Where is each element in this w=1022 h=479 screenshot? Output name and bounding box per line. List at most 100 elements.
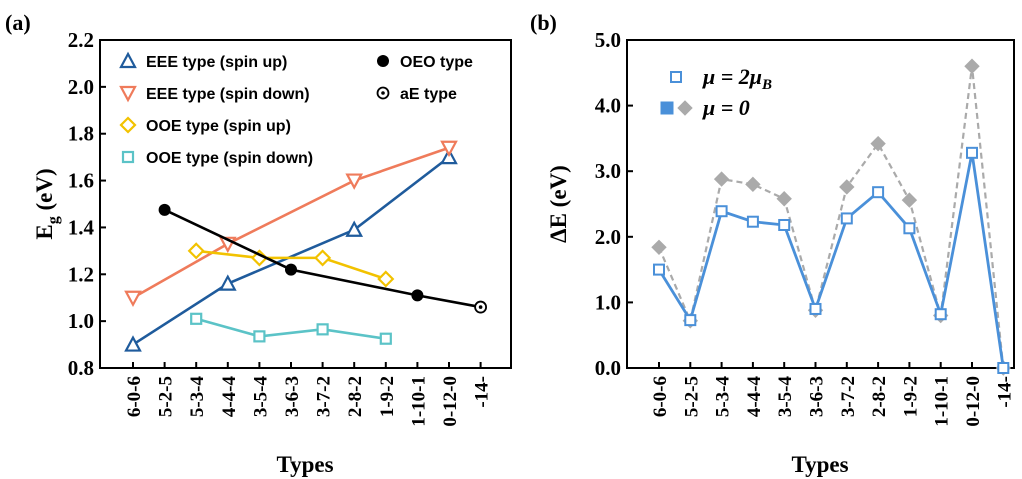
panel-a-y-tick-label: 2.0 — [68, 75, 94, 99]
panel-a-y-tick-label: 2.2 — [68, 28, 94, 52]
panel-b-x-tick-label: 3-5-4 — [775, 376, 796, 418]
legend-label: EEE type (spin up) — [146, 54, 287, 71]
panel-b-y-ticks: 0.0 1.0 2.0 3.0 4.0 5.0 — [595, 28, 633, 380]
panel-a-y-axis-title: Eg (eV) — [32, 168, 62, 239]
panel-b-plot-frame — [626, 39, 1015, 369]
panel-a-series-1 — [124, 140, 458, 308]
panel-b-data-point — [776, 191, 792, 207]
panel-a-y-tick-label: 1.4 — [68, 215, 95, 239]
panel-b-data-point — [778, 218, 791, 231]
legend-label: aE type — [400, 86, 457, 103]
panel-a-data-point — [124, 290, 142, 308]
panel-a-series-2 — [187, 242, 395, 288]
panel-a-series-line — [196, 249, 387, 281]
panel-b-x-ticks: 6-0-6 5-2-5 5-3-4 4-4-4 3-5-4 3-6-3 3-7-2 2-8-2… — [650, 362, 1015, 427]
legend-label: OEO type — [400, 54, 473, 71]
panel-a-x-tick-label: 5-2-5 — [156, 376, 177, 417]
panel-a-series-5 — [474, 300, 488, 314]
panel-a-label: (a) — [5, 10, 31, 35]
legend-marker — [119, 51, 137, 69]
panel-b-data-point — [840, 212, 853, 225]
panel-a-series-0 — [124, 147, 458, 352]
panel-a-data-point — [218, 274, 237, 291]
panel-a-data-point — [253, 330, 266, 343]
legend-label: μ = 2μB — [702, 64, 772, 93]
panel-a-y-tick-label: 1.0 — [68, 309, 94, 333]
panel-a-x-tick-label: 1-9-2 — [377, 376, 398, 417]
panel-a-y-axis-title-sub: g — [45, 216, 62, 224]
legend-marker — [119, 116, 137, 134]
panel-b-y-tick-label: 2.0 — [595, 225, 621, 249]
panel-a-y-tick-label: 1.6 — [68, 169, 94, 193]
panel-b-x-tick-label: -14- — [994, 376, 1015, 408]
panel-b-data-point — [684, 314, 697, 327]
panel-a-x-tick-label: 2-8-2 — [345, 376, 366, 417]
legend-marker — [670, 71, 682, 83]
panel-b-data-point — [901, 192, 918, 208]
panel-a-x-tick-label: 3-6-3 — [282, 376, 303, 417]
panel-b-series-0 — [653, 146, 1010, 374]
panel-b-data-point — [934, 308, 947, 321]
legend-label: OOE type (spin down) — [146, 150, 313, 167]
panel-a-series — [124, 140, 488, 352]
panel-a-x-axis-title: Types — [276, 452, 333, 477]
panel-a-y-tick-label: 1.8 — [68, 122, 94, 146]
panel-b-data-point — [745, 176, 761, 193]
panel-a-data-point — [316, 323, 329, 336]
panel-a-x-tick-label: -14- — [472, 376, 493, 408]
panel-b-data-point — [997, 362, 1010, 374]
panel-b-data-point — [839, 179, 855, 195]
panel-a-data-point — [124, 335, 142, 352]
panel-b-data-point — [653, 263, 665, 276]
panel-a-series-line — [195, 317, 386, 341]
panel-b-x-tick-label: 0-12-0 — [963, 376, 984, 427]
panel-b-series-line — [657, 66, 1005, 369]
panel-b-data-point — [809, 302, 822, 315]
panel-b-x-tick-label: 1-10-1 — [932, 376, 953, 427]
legend-label-subscript: B — [761, 77, 772, 93]
panel-a: (a) 0.8 1.0 1.2 1.4 1.6 1.8 2.0 2.2 6-0-6 5-2-5 5… — [5, 10, 512, 477]
panel-a-data-point — [285, 263, 297, 276]
panel-a-y-tick-label: 1.2 — [68, 262, 94, 286]
panel-b-data-point — [966, 146, 978, 159]
panel-b-x-tick-label: 1-9-2 — [900, 376, 921, 417]
panel-b-y-tick-label: 1.0 — [595, 290, 621, 314]
panel-a-x-ticks: 6-0-6 5-2-5 5-3-4 4-4-4 3-5-4 3-6-3 3-7-2 2-8-2… — [124, 362, 493, 427]
panel-b-y-tick-label: 0.0 — [595, 356, 621, 380]
panel-a-x-tick-label: 4-4-4 — [219, 376, 240, 418]
panel-b-x-tick-label: 6-0-6 — [650, 376, 671, 417]
panel-a-data-point — [377, 270, 395, 288]
panel-a-data-point — [440, 140, 458, 158]
panel-b-data-point — [870, 135, 886, 152]
panel-b-x-tick-label: 3-7-2 — [838, 376, 859, 417]
panel-a-data-point — [345, 220, 364, 237]
panel-b-x-tick-label: 4-4-4 — [744, 376, 765, 418]
panel-b-data-point — [903, 222, 916, 235]
panel-b-series — [651, 58, 1012, 376]
legend-marker — [660, 101, 674, 115]
legend-label: EEE type (spin down) — [146, 86, 310, 103]
panel-b-x-tick-label: 2-8-2 — [869, 376, 890, 417]
panel-a-data-point — [314, 249, 332, 267]
panel-a-x-tick-label: 6-0-6 — [124, 376, 145, 417]
panel-a-series-3 — [190, 312, 392, 345]
legend-label: μ = 0 — [702, 95, 750, 120]
legend-label: OOE type (spin up) — [146, 118, 291, 135]
panel-b-y-tick-label: 3.0 — [595, 159, 621, 183]
panel-a-y-tick-label: 0.8 — [68, 356, 94, 380]
panel-a-plot-frame — [99, 39, 512, 369]
panel-b-data-point — [872, 186, 885, 199]
panel-a-data-point — [411, 289, 424, 302]
panel-a-legend: EEE type (spin up) EEE type (spin down) OO… — [119, 51, 473, 167]
panel-a-data-point — [379, 332, 392, 345]
panel-a-series-line — [164, 208, 481, 309]
panel-a-data-point — [187, 242, 205, 260]
panel-a-y-ticks: 0.8 1.0 1.2 1.4 1.6 1.8 2.0 2.2 — [68, 28, 106, 380]
panel-a-x-tick-label: 5-3-4 — [187, 376, 208, 418]
panel-b-data-point — [713, 171, 730, 187]
panel-a-data-point — [190, 312, 203, 325]
panel-b-series-line — [657, 152, 1005, 369]
panel-a-y-axis-title-main: E — [32, 224, 57, 239]
panel-a-x-tick-label: 3-7-2 — [314, 376, 335, 417]
